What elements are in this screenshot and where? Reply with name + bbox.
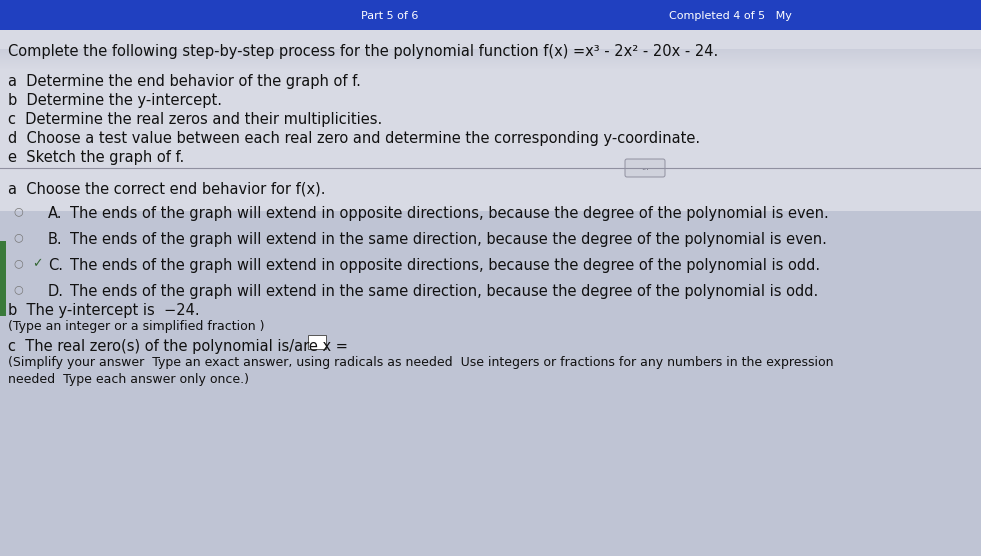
Bar: [308, 335, 326, 349]
Text: The ends of the graph will extend in opposite directions, because the degree of : The ends of the graph will extend in opp…: [70, 206, 829, 221]
Bar: [0, 53, 981, 54]
Bar: [0, 0, 981, 211]
Bar: [0, 57, 981, 58]
Text: A.: A.: [48, 206, 63, 221]
Text: needed  Type each answer only once.): needed Type each answer only once.): [8, 373, 249, 386]
Text: B.: B.: [48, 232, 63, 247]
Text: C.: C.: [48, 258, 63, 273]
Bar: [0, 58, 981, 59]
Text: a  Determine the end behavior of the graph of f.: a Determine the end behavior of the grap…: [8, 74, 361, 89]
Bar: [0, 55, 981, 56]
Bar: [0, 0, 981, 30]
Text: b  Determine the y-intercept.: b Determine the y-intercept.: [8, 93, 222, 108]
Text: c  Determine the real zeros and their multiplicities.: c Determine the real zeros and their mul…: [8, 112, 383, 127]
Text: a  Choose the correct end behavior for f(x).: a Choose the correct end behavior for f(…: [8, 182, 326, 197]
Text: d  Choose a test value between each real zero and determine the corresponding y-: d Choose a test value between each real …: [8, 131, 700, 146]
Text: ○: ○: [13, 206, 23, 216]
Bar: [0, 59, 981, 60]
Text: ✓: ✓: [32, 257, 42, 270]
Bar: [0, 54, 981, 55]
Text: ○: ○: [13, 232, 23, 242]
Text: Complete the following step-by-step process for the polynomial function f(x) =x³: Complete the following step-by-step proc…: [8, 44, 718, 59]
Text: ○: ○: [13, 284, 23, 294]
Bar: [0, 60, 981, 61]
Bar: [0, 67, 981, 68]
Bar: [0, 65, 981, 66]
Bar: [0, 68, 981, 69]
Text: (Simplify your answer  Type an exact answer, using radicals as needed  Use integ: (Simplify your answer Type an exact answ…: [8, 356, 834, 369]
Text: (Type an integer or a simplified fraction ): (Type an integer or a simplified fractio…: [8, 320, 265, 333]
Text: The ends of the graph will extend in opposite directions, because the degree of : The ends of the graph will extend in opp…: [70, 258, 820, 273]
Text: The ends of the graph will extend in the same direction, because the degree of t: The ends of the graph will extend in the…: [70, 284, 818, 299]
Bar: [0, 56, 981, 57]
Text: c  The real zero(s) of the polynomial is/are x =: c The real zero(s) of the polynomial is/…: [8, 339, 352, 354]
Bar: [0, 49, 981, 50]
Bar: [0, 51, 981, 52]
Text: Completed 4 of 5   My: Completed 4 of 5 My: [669, 11, 792, 21]
Text: The ends of the graph will extend in the same direction, because the degree of t: The ends of the graph will extend in the…: [70, 232, 827, 247]
Bar: [0, 211, 981, 556]
Bar: [0, 66, 981, 67]
FancyBboxPatch shape: [625, 159, 665, 177]
Text: ...: ...: [641, 163, 649, 172]
Bar: [0, 50, 981, 51]
Bar: [0, 61, 981, 62]
Text: D.: D.: [48, 284, 64, 299]
Bar: [0, 63, 981, 64]
Text: ○: ○: [13, 258, 23, 268]
Bar: [0, 52, 981, 53]
Bar: [0, 62, 981, 63]
Bar: [0, 241, 6, 316]
Text: e  Sketch the graph of f.: e Sketch the graph of f.: [8, 150, 184, 165]
Text: Part 5 of 6: Part 5 of 6: [361, 11, 419, 21]
Text: b  The y-intercept is  −24.: b The y-intercept is −24.: [8, 303, 199, 318]
Bar: [0, 64, 981, 65]
